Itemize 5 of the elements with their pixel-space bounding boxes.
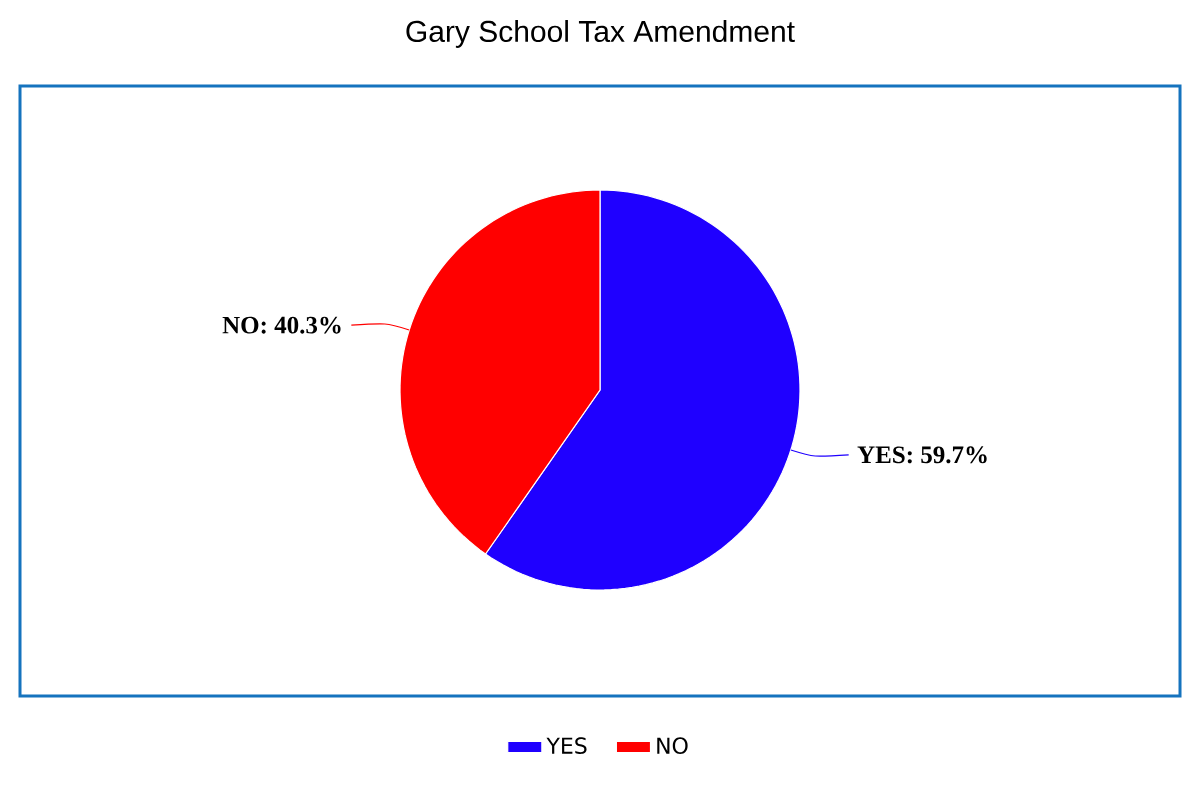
- legend-label: YES: [546, 737, 587, 754]
- chart-title: Gary School Tax Amendment: [406, 20, 795, 48]
- legend-label: NO: [657, 737, 688, 754]
- data-label: YES: 59.7%: [857, 446, 987, 464]
- data-label: NO: 40.3%: [222, 316, 341, 334]
